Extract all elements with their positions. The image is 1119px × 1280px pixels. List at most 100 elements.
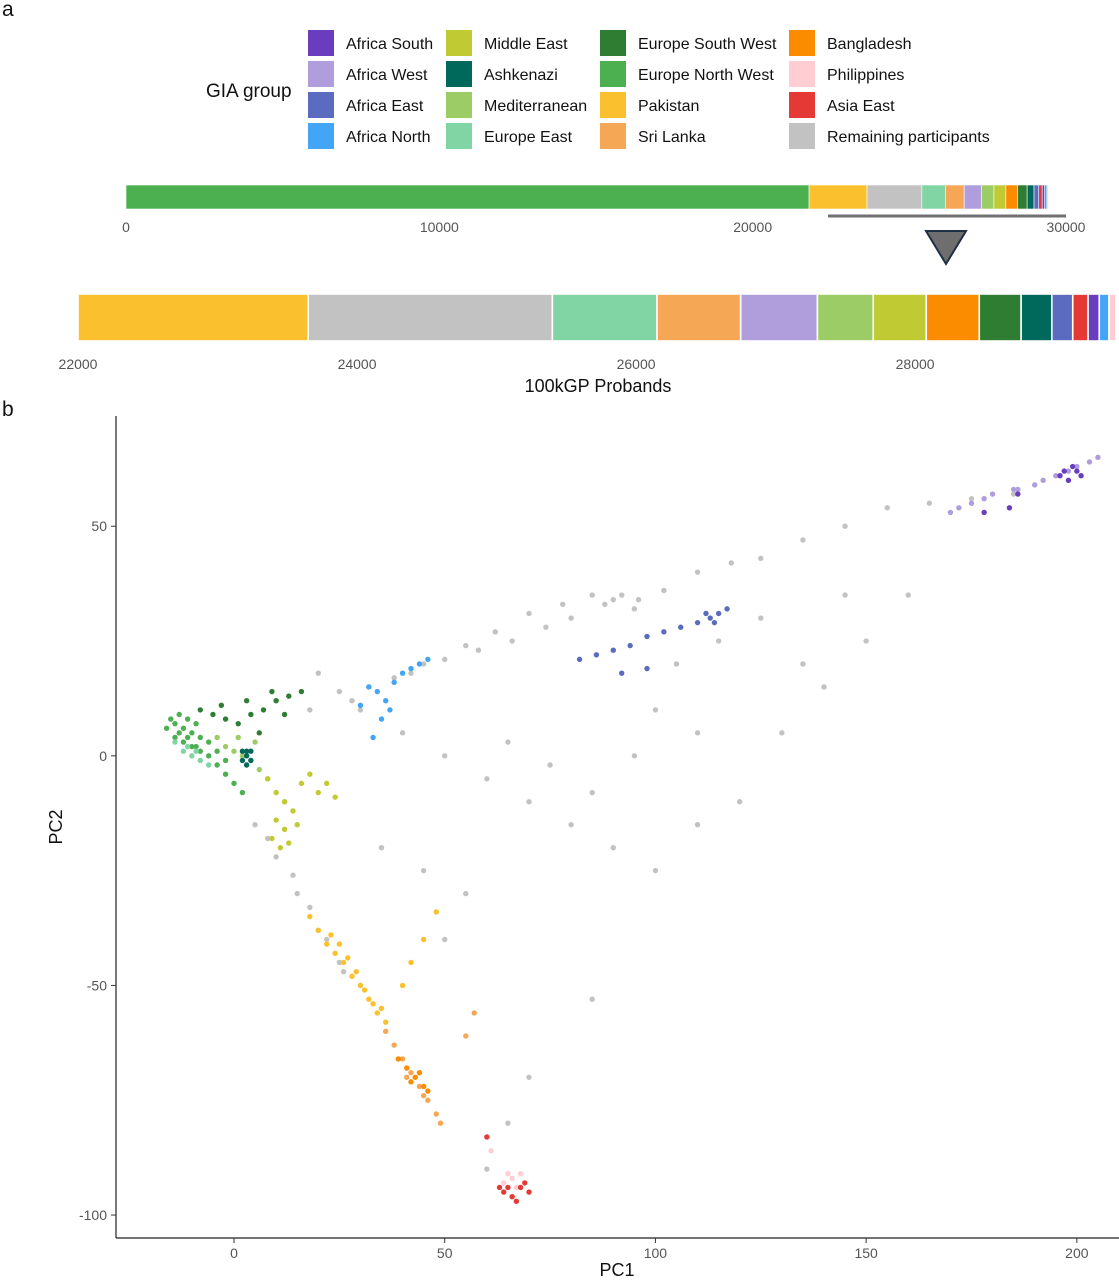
scatter-point: [1032, 482, 1038, 488]
scatter-point: [488, 1148, 494, 1154]
scatter-point: [547, 762, 553, 768]
scatter-point: [412, 1074, 418, 1080]
zoomed-segment-mediterranean: [816, 293, 875, 342]
cluster-sri-lanka: [383, 1010, 477, 1126]
legend-entry-europe-north-west: Europe North West: [600, 61, 774, 87]
scatter-point: [505, 1171, 511, 1177]
legend-label: Africa East: [346, 98, 424, 115]
scatter-point: [336, 941, 343, 947]
scatter-point: [265, 776, 271, 782]
scatter-point: [631, 753, 638, 759]
scatter-point: [243, 762, 250, 768]
overview-segment-africa-north: [1044, 184, 1048, 210]
scatter-point: [273, 698, 279, 704]
scatter-point: [968, 495, 975, 502]
legend-swatch: [446, 123, 472, 149]
scatter-point: [383, 1028, 389, 1035]
scatter-point: [711, 619, 718, 626]
cluster-europe-south-west: [197, 688, 305, 736]
scatter-point: [758, 615, 764, 621]
scatter-point: [243, 748, 250, 754]
scatter-point: [184, 743, 191, 750]
scatter-point: [425, 656, 431, 663]
scatter-point: [260, 707, 267, 713]
legend-entry-ashkenazi: Ashkenazi: [446, 61, 558, 87]
cluster-bangladesh: [395, 1056, 431, 1094]
scatter-point: [1078, 472, 1084, 479]
scatter-point: [315, 927, 321, 934]
legend-entry-philippines: Philippines: [789, 61, 904, 87]
scatter-point: [193, 720, 199, 727]
legend-label: Middle East: [484, 36, 568, 53]
scatter-point: [357, 707, 364, 713]
scatter-point: [193, 743, 199, 750]
scatter-point: [399, 730, 406, 736]
scatter-point: [189, 730, 195, 736]
scatter-point: [661, 629, 667, 635]
scatter-point: [484, 1134, 490, 1140]
scatter-point: [442, 656, 448, 663]
scatter-point: [214, 734, 220, 741]
scatter-point: [728, 560, 734, 566]
legend-entry-africa-north: Africa North: [308, 123, 430, 149]
scatter-point: [1010, 486, 1017, 493]
cluster-pakistan: [307, 909, 439, 1025]
scatter-point: [180, 725, 187, 731]
scatter-point: [631, 606, 638, 612]
scatter-point: [315, 670, 321, 676]
scatter-point: [526, 610, 532, 617]
scatter-point: [496, 1184, 503, 1191]
scatter-point: [589, 996, 595, 1002]
scatter-point: [172, 720, 178, 727]
zoomed-tick-label: 22000: [59, 356, 98, 372]
overview-segment-africa-south: [1041, 184, 1045, 210]
scatter-point: [568, 822, 574, 828]
zoomed-tick-label: 28000: [896, 356, 935, 372]
legend-entry-africa-west: Africa West: [308, 61, 428, 87]
overview-segment-remaining-participants: [866, 184, 923, 210]
scatter-point: [416, 1069, 423, 1076]
scatter-point: [252, 739, 258, 745]
scatter-point: [206, 739, 212, 745]
legend-label: Africa West: [346, 67, 428, 84]
legend-swatch: [789, 30, 815, 56]
scatter-point: [652, 867, 659, 874]
scatter-point: [214, 762, 220, 768]
scatter-point: [568, 615, 574, 621]
panel-label-a: a: [2, 0, 14, 21]
legend-swatch: [789, 61, 815, 87]
scatter-point: [442, 753, 448, 759]
scatter-point: [484, 1166, 490, 1172]
scatter-point: [602, 601, 608, 607]
scatter-point: [248, 711, 254, 718]
scatter-point: [324, 941, 330, 947]
legend-swatch: [789, 92, 815, 118]
scatter-point: [370, 1001, 376, 1007]
zoomed-segment-ashkenazi: [1020, 293, 1053, 342]
overview-segment-mediterranean: [981, 184, 995, 210]
scatter-point: [513, 1198, 520, 1204]
x-tick-label: 0: [230, 1245, 238, 1261]
legend-entries: Africa South Africa West Africa East Africa…: [308, 30, 990, 149]
scatter-point: [383, 1019, 389, 1025]
scatter-point: [366, 684, 372, 690]
scatter-point: [222, 743, 229, 750]
legend-entry-mediterranean: Mediterranean: [446, 92, 587, 118]
legend-entry-asia-east: Asia East: [789, 92, 895, 118]
scatter-point: [526, 799, 532, 805]
scatter-point: [273, 854, 279, 860]
legend-entry-middle-east: Middle East: [446, 30, 568, 56]
legend-swatch: [446, 61, 472, 87]
scatter-point: [184, 734, 191, 741]
scatter-point: [947, 509, 954, 516]
overview-tick-label: 20000: [733, 219, 772, 235]
scatter-point: [243, 753, 250, 759]
cluster-africa-east: [576, 606, 730, 676]
scatter-point: [404, 1074, 410, 1080]
zoomed-x-axis-title: 100kGP Probands: [525, 376, 672, 396]
scatter-point: [345, 955, 351, 961]
scatter-point: [391, 675, 397, 681]
legend-label: Sri Lanka: [638, 129, 706, 146]
overview-segment-africa-west: [963, 184, 982, 210]
